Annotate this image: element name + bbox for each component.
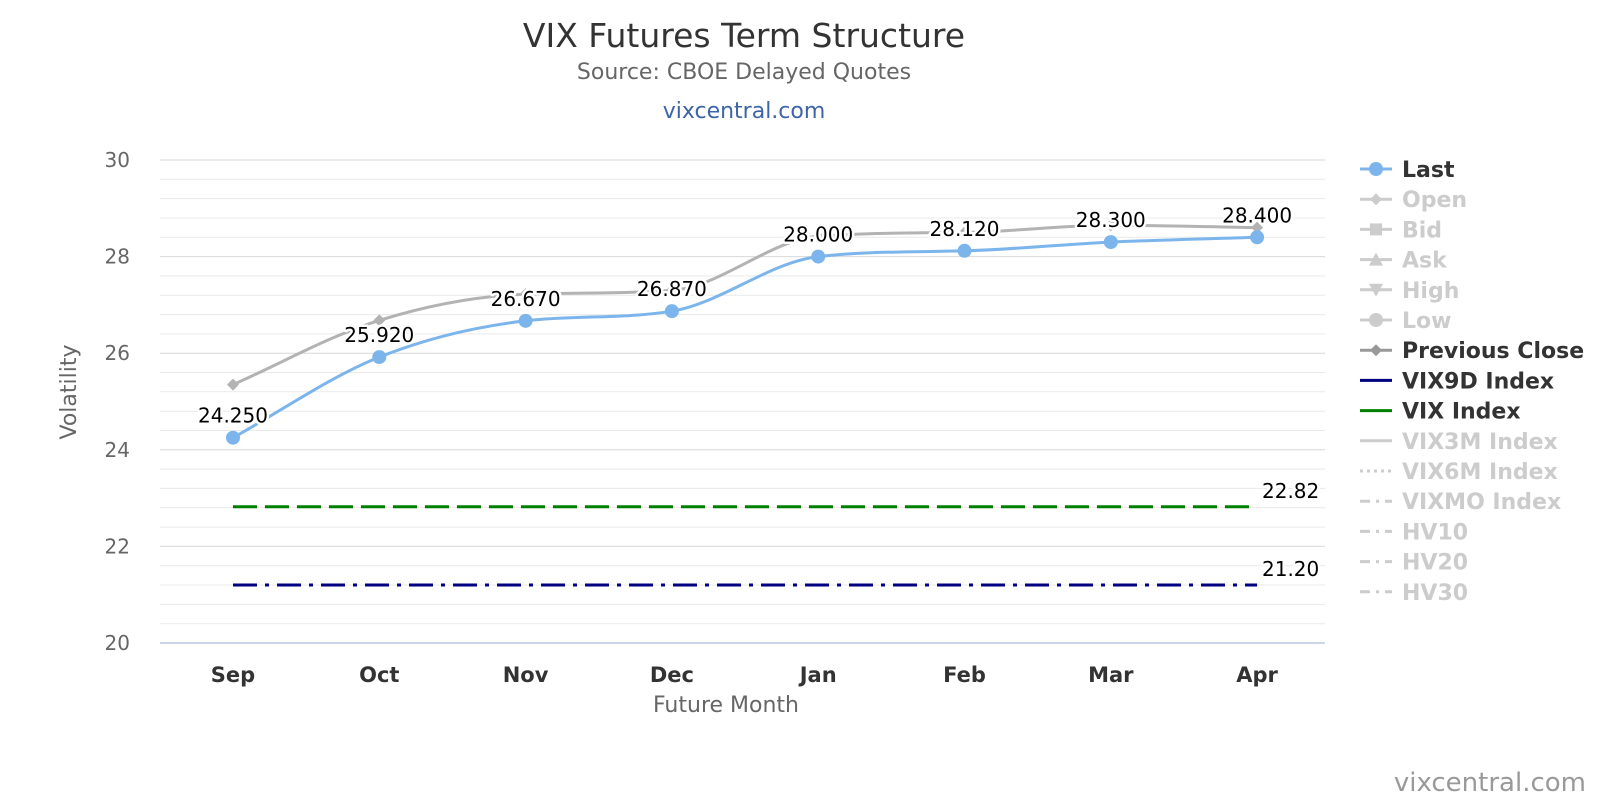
x-tick-label: Sep	[211, 663, 255, 687]
source-link[interactable]: vixcentral.com	[663, 99, 826, 124]
last-point[interactable]	[1103, 235, 1118, 250]
chart-title: VIX Futures Term Structure	[523, 16, 965, 55]
legend-label: VIX3M Index	[1402, 430, 1558, 455]
x-tick-label: Oct	[359, 663, 399, 687]
chart-legend: Last Open Bid Ask High Low Previous Close VIX9D…	[1360, 158, 1584, 606]
x-axis-ticks: Sep Oct Nov Dec Jan Feb Mar Apr	[211, 663, 1279, 687]
last-data-label: 26.870	[637, 277, 707, 301]
legend-label: Previous Close	[1402, 339, 1584, 364]
previous-close-point	[227, 378, 239, 391]
x-tick-label: Nov	[503, 663, 549, 687]
legend-item-open[interactable]: Open	[1360, 188, 1467, 213]
legend-triangle-icon	[1369, 252, 1383, 266]
last-data-label: 28.000	[783, 223, 853, 247]
legend-label: VIXMO Index	[1402, 490, 1561, 515]
legend-item-hv20[interactable]: HV20	[1360, 551, 1468, 576]
legend-item-vix6m-index[interactable]: VIX6M Index	[1360, 460, 1558, 485]
legend-label: HV30	[1402, 581, 1468, 606]
last-point[interactable]	[518, 313, 533, 328]
legend-item-vixmo-index[interactable]: VIXMO Index	[1360, 490, 1561, 515]
x-tick-label: Jan	[798, 663, 837, 687]
last-point[interactable]	[372, 350, 387, 365]
x-tick-label: Feb	[943, 663, 986, 687]
legend-item-ask[interactable]: Ask	[1360, 249, 1448, 274]
legend-label: HV10	[1402, 520, 1468, 545]
vix9d-index-end-label: 21.20	[1262, 557, 1319, 581]
x-tick-label: Dec	[650, 663, 694, 687]
data-labels-layer: 21.20 22.82 24.250 25.920 26.670 26.870 28.000…	[196, 201, 1322, 584]
x-tick-label: Mar	[1088, 663, 1134, 687]
series-last-line	[232, 235, 1258, 440]
y-tick-label: 26	[105, 341, 130, 365]
last-data-label: 28.400	[1222, 203, 1292, 227]
legend-item-hv30[interactable]: HV30	[1360, 581, 1468, 606]
y-tick-label: 30	[105, 148, 130, 172]
legend-diamond-icon	[1370, 193, 1382, 206]
last-data-label: 25.920	[344, 323, 414, 347]
legend-item-previous-close[interactable]: Previous Close	[1360, 339, 1584, 364]
previous-close-point	[1104, 219, 1117, 232]
series-previous-close-line	[232, 223, 1258, 386]
legend-label: VIX Index	[1402, 400, 1521, 425]
previous-close-point	[958, 226, 971, 239]
legend-label: Last	[1402, 158, 1455, 183]
x-axis-label: Future Month	[653, 693, 799, 718]
y-axis-label: Volatility	[57, 344, 82, 439]
previous-close-point	[373, 314, 386, 327]
last-point[interactable]	[664, 304, 679, 319]
legend-circle-icon	[1369, 313, 1383, 327]
last-point[interactable]	[811, 249, 826, 264]
plot-grid	[160, 159, 1325, 644]
legend-item-vix3m-index[interactable]: VIX3M Index	[1360, 430, 1558, 455]
legend-item-vix9d-index[interactable]: VIX9D Index	[1360, 369, 1554, 394]
last-point[interactable]	[957, 243, 972, 258]
credit-link[interactable]: vixcentral.com	[1394, 768, 1586, 798]
previous-close-point	[519, 288, 532, 301]
y-tick-label: 20	[105, 631, 130, 655]
last-data-label: 24.250	[198, 404, 268, 428]
legend-diamond-icon	[1370, 344, 1382, 357]
last-data-label: 28.120	[930, 217, 1000, 241]
legend-item-bid[interactable]: Bid	[1360, 218, 1442, 243]
last-data-label: 26.670	[491, 287, 561, 311]
previous-close-point	[1251, 221, 1264, 234]
y-tick-label: 24	[105, 438, 130, 462]
x-tick-label: Apr	[1236, 663, 1278, 687]
y-axis-ticks: 20 22 24 26 28 30	[105, 148, 130, 655]
vix-index-end-label: 22.82	[1262, 479, 1319, 503]
last-point[interactable]	[1250, 230, 1265, 245]
legend-item-low[interactable]: Low	[1360, 309, 1451, 334]
previous-close-point	[812, 230, 825, 243]
legend-square-icon	[1370, 223, 1382, 236]
legend-label: Ask	[1402, 249, 1448, 274]
legend-item-hv10[interactable]: HV10	[1360, 520, 1468, 545]
legend-label: Low	[1402, 309, 1451, 334]
previous-close-point	[665, 284, 678, 297]
series-layer	[226, 219, 1265, 587]
legend-label: High	[1402, 279, 1459, 304]
legend-label: VIX6M Index	[1402, 460, 1558, 485]
last-data-label: 28.300	[1076, 208, 1146, 232]
legend-item-high[interactable]: High	[1360, 279, 1459, 304]
last-point[interactable]	[226, 430, 240, 445]
legend-label: Bid	[1402, 218, 1442, 243]
y-tick-label: 22	[105, 534, 130, 558]
y-tick-label: 28	[105, 245, 130, 269]
legend-label: VIX9D Index	[1402, 369, 1554, 394]
legend-item-last[interactable]: Last	[1360, 158, 1455, 183]
legend-label: HV20	[1402, 551, 1468, 576]
legend-item-vix-index[interactable]: VIX Index	[1360, 400, 1521, 425]
chart-subtitle: Source: CBOE Delayed Quotes	[577, 60, 911, 85]
legend-label: Open	[1402, 188, 1467, 213]
legend-triangle-down-icon	[1369, 283, 1383, 297]
legend-circle-icon	[1369, 162, 1383, 176]
